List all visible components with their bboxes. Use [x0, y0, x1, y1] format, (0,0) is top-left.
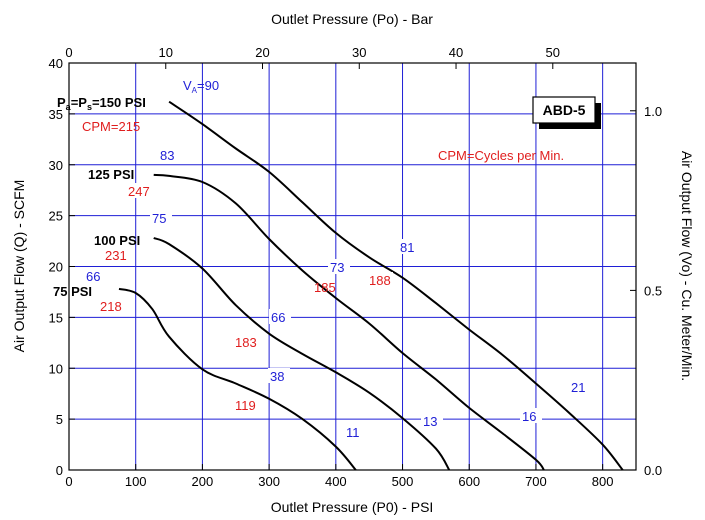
grid — [69, 63, 636, 470]
x-tick-label: 800 — [592, 474, 614, 489]
x-tick-label: 400 — [325, 474, 347, 489]
curve-1 — [153, 173, 545, 471]
cpm-label: 218 — [100, 299, 122, 314]
series-label-75: 75 PSI — [53, 284, 92, 299]
cpm-label: 185 — [314, 280, 336, 295]
x2-tick-label: 0 — [65, 45, 72, 60]
cpm-note: CPM=Cycles per Min. — [438, 148, 564, 163]
x2-tick-label: 20 — [255, 45, 269, 60]
curve-0 — [168, 100, 624, 471]
va-label: 73 — [330, 260, 344, 275]
y-tick-label: 25 — [49, 209, 63, 224]
cpm-label: 231 — [105, 248, 127, 263]
x2-tick-label: 30 — [352, 45, 366, 60]
cpm-label: 183 — [235, 335, 257, 350]
va-label: 66 — [86, 269, 100, 284]
cpm-label: 247 — [128, 184, 150, 199]
cpm-label: 119 — [235, 398, 256, 413]
curve-2 — [153, 237, 451, 471]
y2-axis-title: Air Output Flow (Vo) - Cu. Meter/Min. — [679, 151, 695, 381]
x2-tick-label: 10 — [159, 45, 173, 60]
y-axis-title: Air Output Flow (Q) - SCFM — [11, 180, 27, 353]
va-label: 38 — [270, 369, 284, 384]
model-badge: ABD-5 — [543, 102, 586, 118]
cpm-label-215: CPM=215 — [82, 119, 140, 134]
y-tick-label: 15 — [49, 310, 63, 325]
y-tick-label: 0 — [56, 463, 63, 478]
y2-tick-label: 0.5 — [644, 283, 662, 298]
y2-tick-label: 0.0 — [644, 463, 662, 478]
va-label: 66 — [271, 310, 285, 325]
curve-3 — [118, 287, 357, 471]
x-axis-title: Outlet Pressure (P0) - PSI — [271, 499, 434, 515]
y-tick-label: 5 — [56, 412, 63, 427]
y-tick-label: 20 — [49, 260, 63, 275]
y-tick-label: 40 — [49, 56, 63, 71]
va-label: 16 — [522, 409, 536, 424]
va-label: 13 — [423, 414, 437, 429]
model-badge-box — [532, 96, 596, 124]
x-tick-label: 700 — [525, 474, 547, 489]
x-tick-label: 200 — [192, 474, 214, 489]
x2-tick-label: 50 — [546, 45, 560, 60]
curves — [118, 100, 624, 471]
va-label: 83 — [160, 148, 174, 163]
x2-axis-title: Outlet Pressure (Po) - Bar — [271, 11, 433, 27]
series-label-125: 125 PSI — [88, 167, 134, 182]
y2-tick-label: 1.0 — [644, 104, 662, 119]
x-tick-label: 500 — [392, 474, 414, 489]
va-label: 75 — [152, 211, 166, 226]
x-tick-label: 600 — [458, 474, 480, 489]
tick-labels: 0 100 200 300 400 500 600 700 800051015202530354… — [49, 45, 663, 489]
va-label: 21 — [571, 380, 585, 395]
y-tick-label: 30 — [49, 158, 63, 173]
series-label-100: 100 PSI — [94, 233, 140, 248]
plot-frame — [68, 62, 637, 471]
x-tick-label: 300 — [258, 474, 280, 489]
series-label-150: Pa=Ps=150 PSI — [57, 95, 146, 112]
y-tick-label: 10 — [49, 361, 63, 376]
x-tick-label: 100 — [125, 474, 147, 489]
x2-tick-label: 40 — [449, 45, 463, 60]
cpm-label: 188 — [369, 273, 391, 288]
va-label: 81 — [400, 240, 414, 255]
va-label-90: VA=90 — [183, 78, 219, 95]
va-label: 11 — [346, 425, 360, 440]
y-tick-label: 35 — [49, 107, 63, 122]
x-tick-label: 0 — [65, 474, 72, 489]
